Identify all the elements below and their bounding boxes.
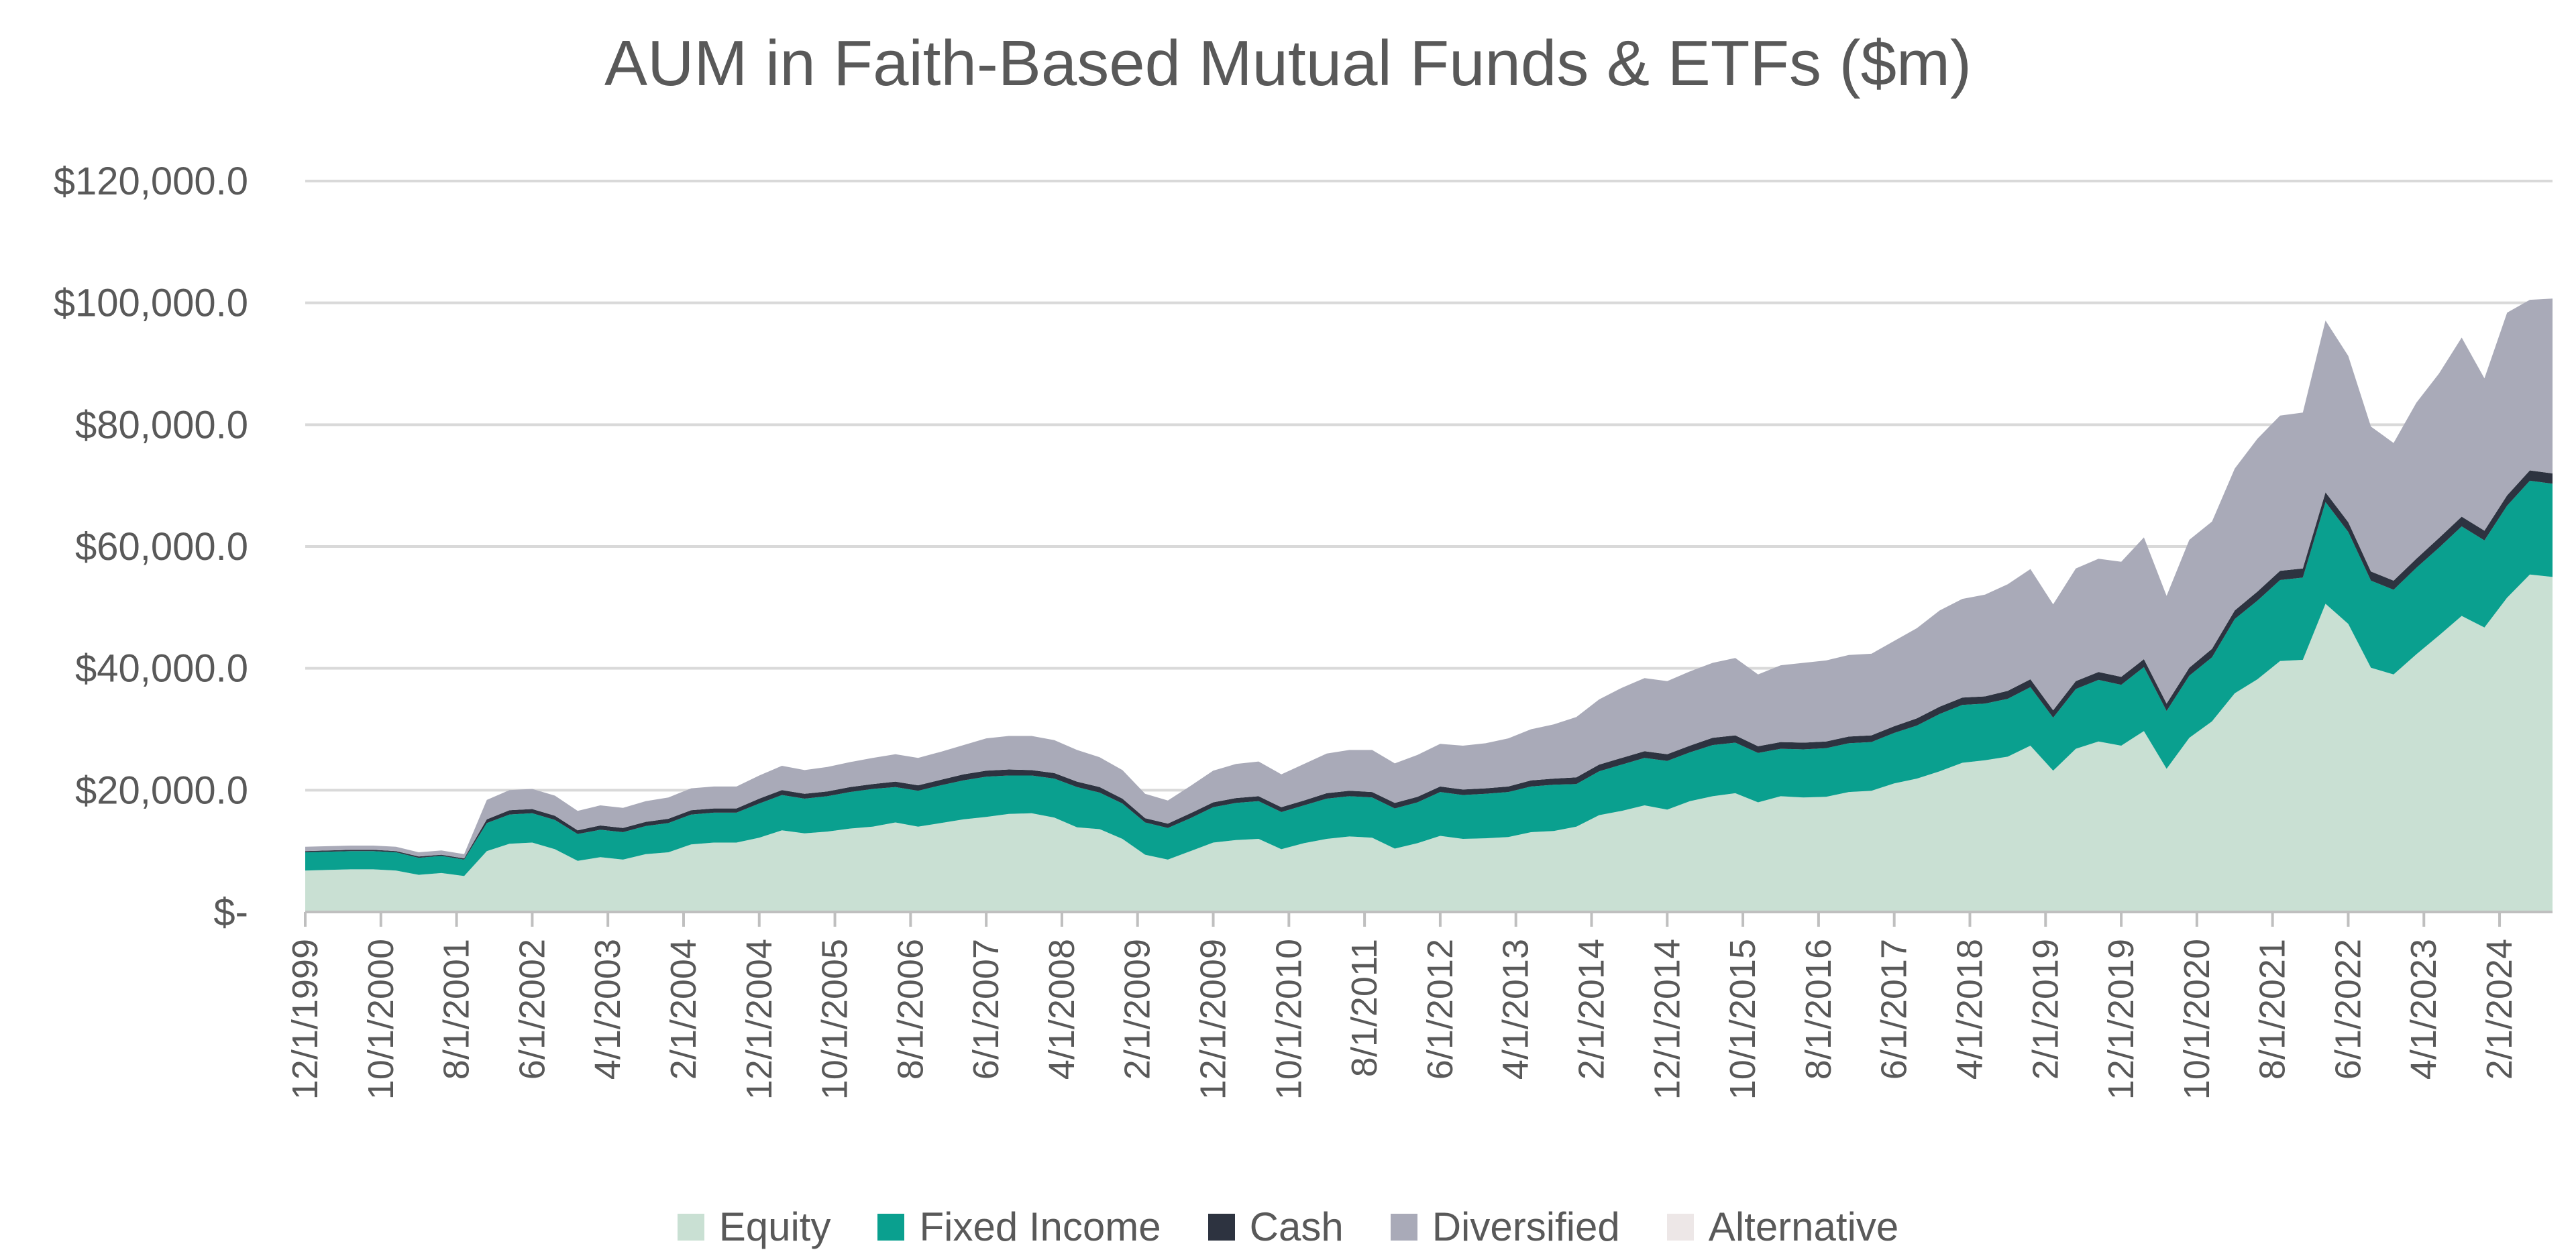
- y-tick-label: $20,000.0: [75, 768, 248, 812]
- series-area-fixed-income: [305, 480, 2553, 876]
- x-tick-label: 10/1/2005: [815, 939, 855, 1100]
- x-tick-label: 6/1/2007: [966, 939, 1006, 1080]
- y-tick-label: $60,000.0: [75, 525, 248, 569]
- x-tick-label: 6/1/2022: [2328, 939, 2368, 1080]
- x-tick-label: 8/1/2016: [1799, 939, 1839, 1080]
- legend-swatch: [877, 1213, 905, 1241]
- legend-swatch: [1208, 1213, 1235, 1241]
- chart-title: AUM in Faith-Based Mutual Funds & ETFs (…: [604, 27, 1972, 99]
- legend-item-equity: Equity: [677, 1204, 831, 1250]
- x-tick-label: 4/1/2008: [1042, 939, 1082, 1080]
- x-tick-label: 2/1/2004: [663, 939, 704, 1080]
- legend-item-alternative: Alternative: [1666, 1204, 1899, 1250]
- x-tick-label: 12/1/2014: [1647, 939, 1687, 1100]
- x-tick-label: 12/1/2004: [739, 939, 780, 1100]
- legend-label: Diversified: [1432, 1204, 1620, 1249]
- y-tick-label: $120,000.0: [54, 160, 248, 203]
- y-tick-label: $80,000.0: [75, 403, 248, 447]
- x-tick-label: 10/1/2010: [1269, 939, 1309, 1100]
- x-tick-label: 4/1/2013: [1496, 939, 1536, 1080]
- series-area-diversified: [305, 298, 2553, 859]
- x-tick-label: 10/1/2015: [1723, 939, 1763, 1100]
- x-tick-label: 2/1/2019: [2025, 939, 2065, 1080]
- x-tick-label: 2/1/2014: [1572, 939, 1612, 1080]
- legend-item-cash: Cash: [1208, 1204, 1344, 1250]
- x-tick-label: 12/1/1999: [285, 939, 325, 1100]
- gridlines: [305, 180, 2553, 792]
- legend-label: Fixed Income: [919, 1204, 1161, 1249]
- x-tick-label: 4/1/2003: [588, 939, 628, 1080]
- x-tick-label: 10/1/2020: [2177, 939, 2217, 1100]
- legend-label: Cash: [1249, 1204, 1344, 1249]
- y-tick-label: $-: [213, 891, 248, 934]
- legend-swatch: [1390, 1213, 1417, 1241]
- x-tick-label: 8/1/2011: [1344, 939, 1385, 1077]
- series-area-equity: [305, 574, 2553, 912]
- x-tick-label: 12/1/2019: [2101, 939, 2141, 1100]
- x-tick-label: 12/1/2009: [1193, 939, 1234, 1100]
- x-tick-label: 8/1/2006: [890, 939, 930, 1080]
- x-tick-label: 2/1/2024: [2479, 939, 2520, 1080]
- x-tick-label: 8/1/2001: [437, 939, 477, 1080]
- legend-swatch: [677, 1213, 704, 1241]
- x-tick-label: 6/1/2002: [512, 939, 552, 1080]
- legend-item-fixed-income: Fixed Income: [877, 1204, 1161, 1250]
- x-tick-label: 2/1/2009: [1118, 939, 1158, 1080]
- x-tick-label: 4/1/2023: [2404, 939, 2444, 1080]
- x-tick-label: 6/1/2017: [1874, 939, 1915, 1080]
- y-tick-label: $100,000.0: [54, 282, 248, 325]
- x-tick-label: 4/1/2018: [1949, 939, 1990, 1080]
- y-axis: $- $20,000.0 $40,000.0 $60,000.0 $80,000.0 $1…: [54, 160, 248, 934]
- x-tick-label: 8/1/2021: [2253, 939, 2293, 1080]
- legend-item-diversified: Diversified: [1390, 1204, 1620, 1250]
- x-axis: 12/1/1999 10/1/2000 8/1/2001 6/1/2002 4/1/20…: [285, 911, 2553, 1100]
- legend: Equity Fixed Income Cash Diversified Alterna…: [0, 1204, 2576, 1250]
- x-tick-label: 10/1/2000: [361, 939, 401, 1100]
- stacked-areas: [305, 298, 2553, 912]
- legend-label: Alternative: [1708, 1204, 1899, 1249]
- x-tick-label: 6/1/2012: [1420, 939, 1460, 1080]
- y-tick-label: $40,000.0: [75, 647, 248, 691]
- legend-label: Equity: [718, 1204, 831, 1249]
- legend-swatch: [1666, 1213, 1694, 1241]
